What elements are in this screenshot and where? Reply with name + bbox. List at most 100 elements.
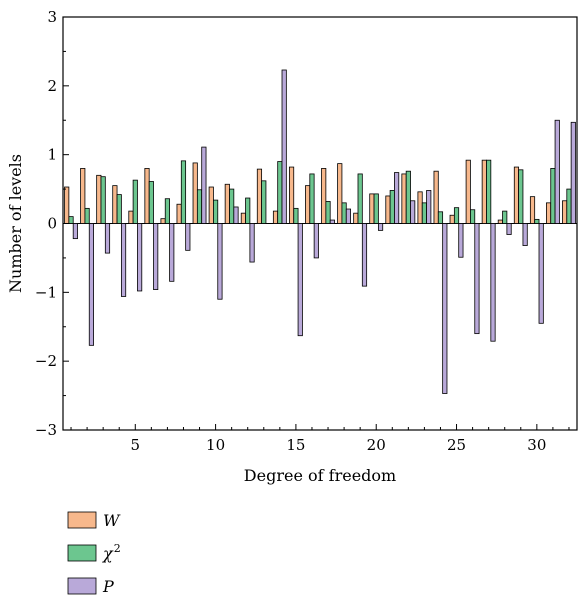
x-axis: 5 10 15 20 25 30 [70, 424, 570, 454]
bar-w-dof-13 [256, 168, 263, 224]
bar-chi2-dof-23 [421, 202, 427, 224]
bar-p-dof-10 [217, 223, 223, 300]
bar-p-dof-14 [281, 69, 287, 224]
bar-w-dof-8 [176, 203, 182, 224]
bar-w-dof-1 [64, 186, 70, 224]
bar-chi2-dof-2 [84, 207, 90, 224]
bar-chi2-dof-30 [534, 218, 540, 224]
y-axis: −3 −2 −1 0 1 2 3 [35, 8, 69, 439]
bar-chi2-dof-21 [389, 190, 395, 224]
bar-w-dof-15 [288, 166, 295, 224]
bar-w-dof-12 [240, 212, 246, 224]
bar-w-dof-26 [465, 159, 471, 224]
bar-w-dof-4 [112, 185, 118, 224]
bar-chi2-dof-3 [100, 176, 106, 224]
bar-w-dof-7 [160, 218, 166, 224]
bar-p-dof-30 [538, 223, 544, 324]
bar-p-dof-25 [458, 223, 464, 258]
bar-p-dof-26 [474, 223, 480, 335]
y-tick-label: 1 [47, 146, 57, 164]
bar-w-dof-6 [144, 168, 150, 224]
bar-chi2-dof-17 [325, 201, 331, 224]
bars-group [64, 69, 576, 394]
bar-p-dof-16 [313, 223, 319, 259]
legend-label-p: P [102, 577, 114, 596]
bar-p-dof-27 [490, 223, 496, 342]
bar-chi2-dof-16 [309, 173, 315, 224]
bar-p-dof-28 [506, 223, 512, 235]
legend-swatch-p [67, 577, 97, 595]
bar-chi2-dof-29 [518, 169, 524, 224]
bar-p-dof-17 [329, 219, 335, 224]
bar-w-dof-5 [128, 210, 134, 224]
y-tick-label: −2 [35, 352, 57, 370]
y-tick-label: −3 [35, 421, 57, 439]
bar-chi2-dof-5 [132, 179, 138, 224]
plot-area: −3 −2 −1 0 1 2 3 5 10 15 20 25 30 [35, 8, 578, 454]
legend: Wχ2 P [67, 511, 121, 596]
bar-chi2-dof-32 [566, 188, 572, 224]
bar-w-dof-22 [401, 173, 407, 224]
x-axis-title: Degree of freedom [244, 466, 396, 485]
bar-chi2-dof-13 [261, 180, 267, 224]
bar-p-dof-5 [137, 223, 143, 292]
bar-chi2-dof-1 [68, 216, 74, 224]
bar-w-dof-19 [353, 212, 359, 224]
bar-chi2-dof-10 [213, 199, 219, 224]
bar-p-dof-7 [169, 223, 175, 282]
bar-chi2-dof-11 [229, 188, 235, 224]
bar-p-dof-29 [522, 223, 528, 246]
bar-p-dof-31 [554, 119, 560, 224]
x-tick-label: 30 [527, 436, 546, 454]
bar-chi2-dof-9 [196, 189, 203, 224]
bar-chi2-dof-25 [453, 207, 460, 224]
bar-p-dof-12 [249, 223, 255, 263]
bar-w-dof-16 [305, 185, 311, 224]
y-axis-title: Number of levels [6, 154, 25, 293]
bar-p-dof-1 [72, 223, 78, 240]
bar-w-dof-17 [321, 168, 327, 224]
bar-p-dof-19 [361, 223, 368, 287]
bar-w-dof-9 [192, 162, 198, 224]
bar-p-dof-9 [201, 146, 207, 224]
bar-p-dof-20 [377, 223, 384, 231]
bar-chi2-dof-22 [405, 170, 411, 224]
bar-chi2-dof-12 [245, 197, 251, 224]
bar-chi2-dof-19 [357, 173, 363, 224]
x-tick-label: 15 [286, 436, 305, 454]
bar-p-dof-15 [297, 223, 303, 337]
bar-w-dof-23 [417, 191, 423, 224]
bar-chi2-dof-18 [341, 202, 347, 224]
bar-p-dof-6 [153, 223, 159, 290]
bar-chi2-dof-6 [148, 181, 154, 224]
bar-w-dof-14 [272, 210, 279, 224]
x-tick-label: 10 [206, 436, 225, 454]
bar-w-dof-28 [497, 219, 503, 224]
y-tick-label: −1 [35, 283, 57, 301]
bar-w-dof-32 [562, 200, 568, 224]
bar-p-dof-2 [88, 223, 95, 346]
x-tick-label: 5 [131, 436, 141, 454]
bar-p-dof-24 [442, 223, 448, 394]
bar-p-dof-23 [426, 190, 432, 224]
x-tick-label: 25 [447, 436, 466, 454]
bar-chi2-dof-24 [437, 211, 444, 224]
legend-label-w: W [103, 511, 121, 530]
bar-w-dof-20 [369, 193, 375, 224]
bar-chi2-dof-26 [470, 209, 476, 224]
bar-p-dof-32 [570, 121, 576, 224]
bar-w-dof-25 [449, 214, 455, 224]
bar-w-dof-29 [513, 166, 520, 224]
bar-chi2-dof-31 [550, 168, 556, 224]
bar-chi2-dof-15 [293, 207, 299, 224]
bar-w-dof-18 [337, 163, 343, 224]
bar-w-dof-11 [224, 183, 230, 224]
bar-p-dof-4 [120, 223, 127, 297]
y-tick-label: 2 [47, 77, 57, 95]
y-tick-label: 0 [47, 215, 57, 233]
bar-p-dof-3 [104, 223, 111, 254]
bar-p-dof-21 [394, 172, 400, 224]
bar-p-dof-11 [233, 206, 239, 224]
bar-w-dof-27 [481, 159, 487, 224]
